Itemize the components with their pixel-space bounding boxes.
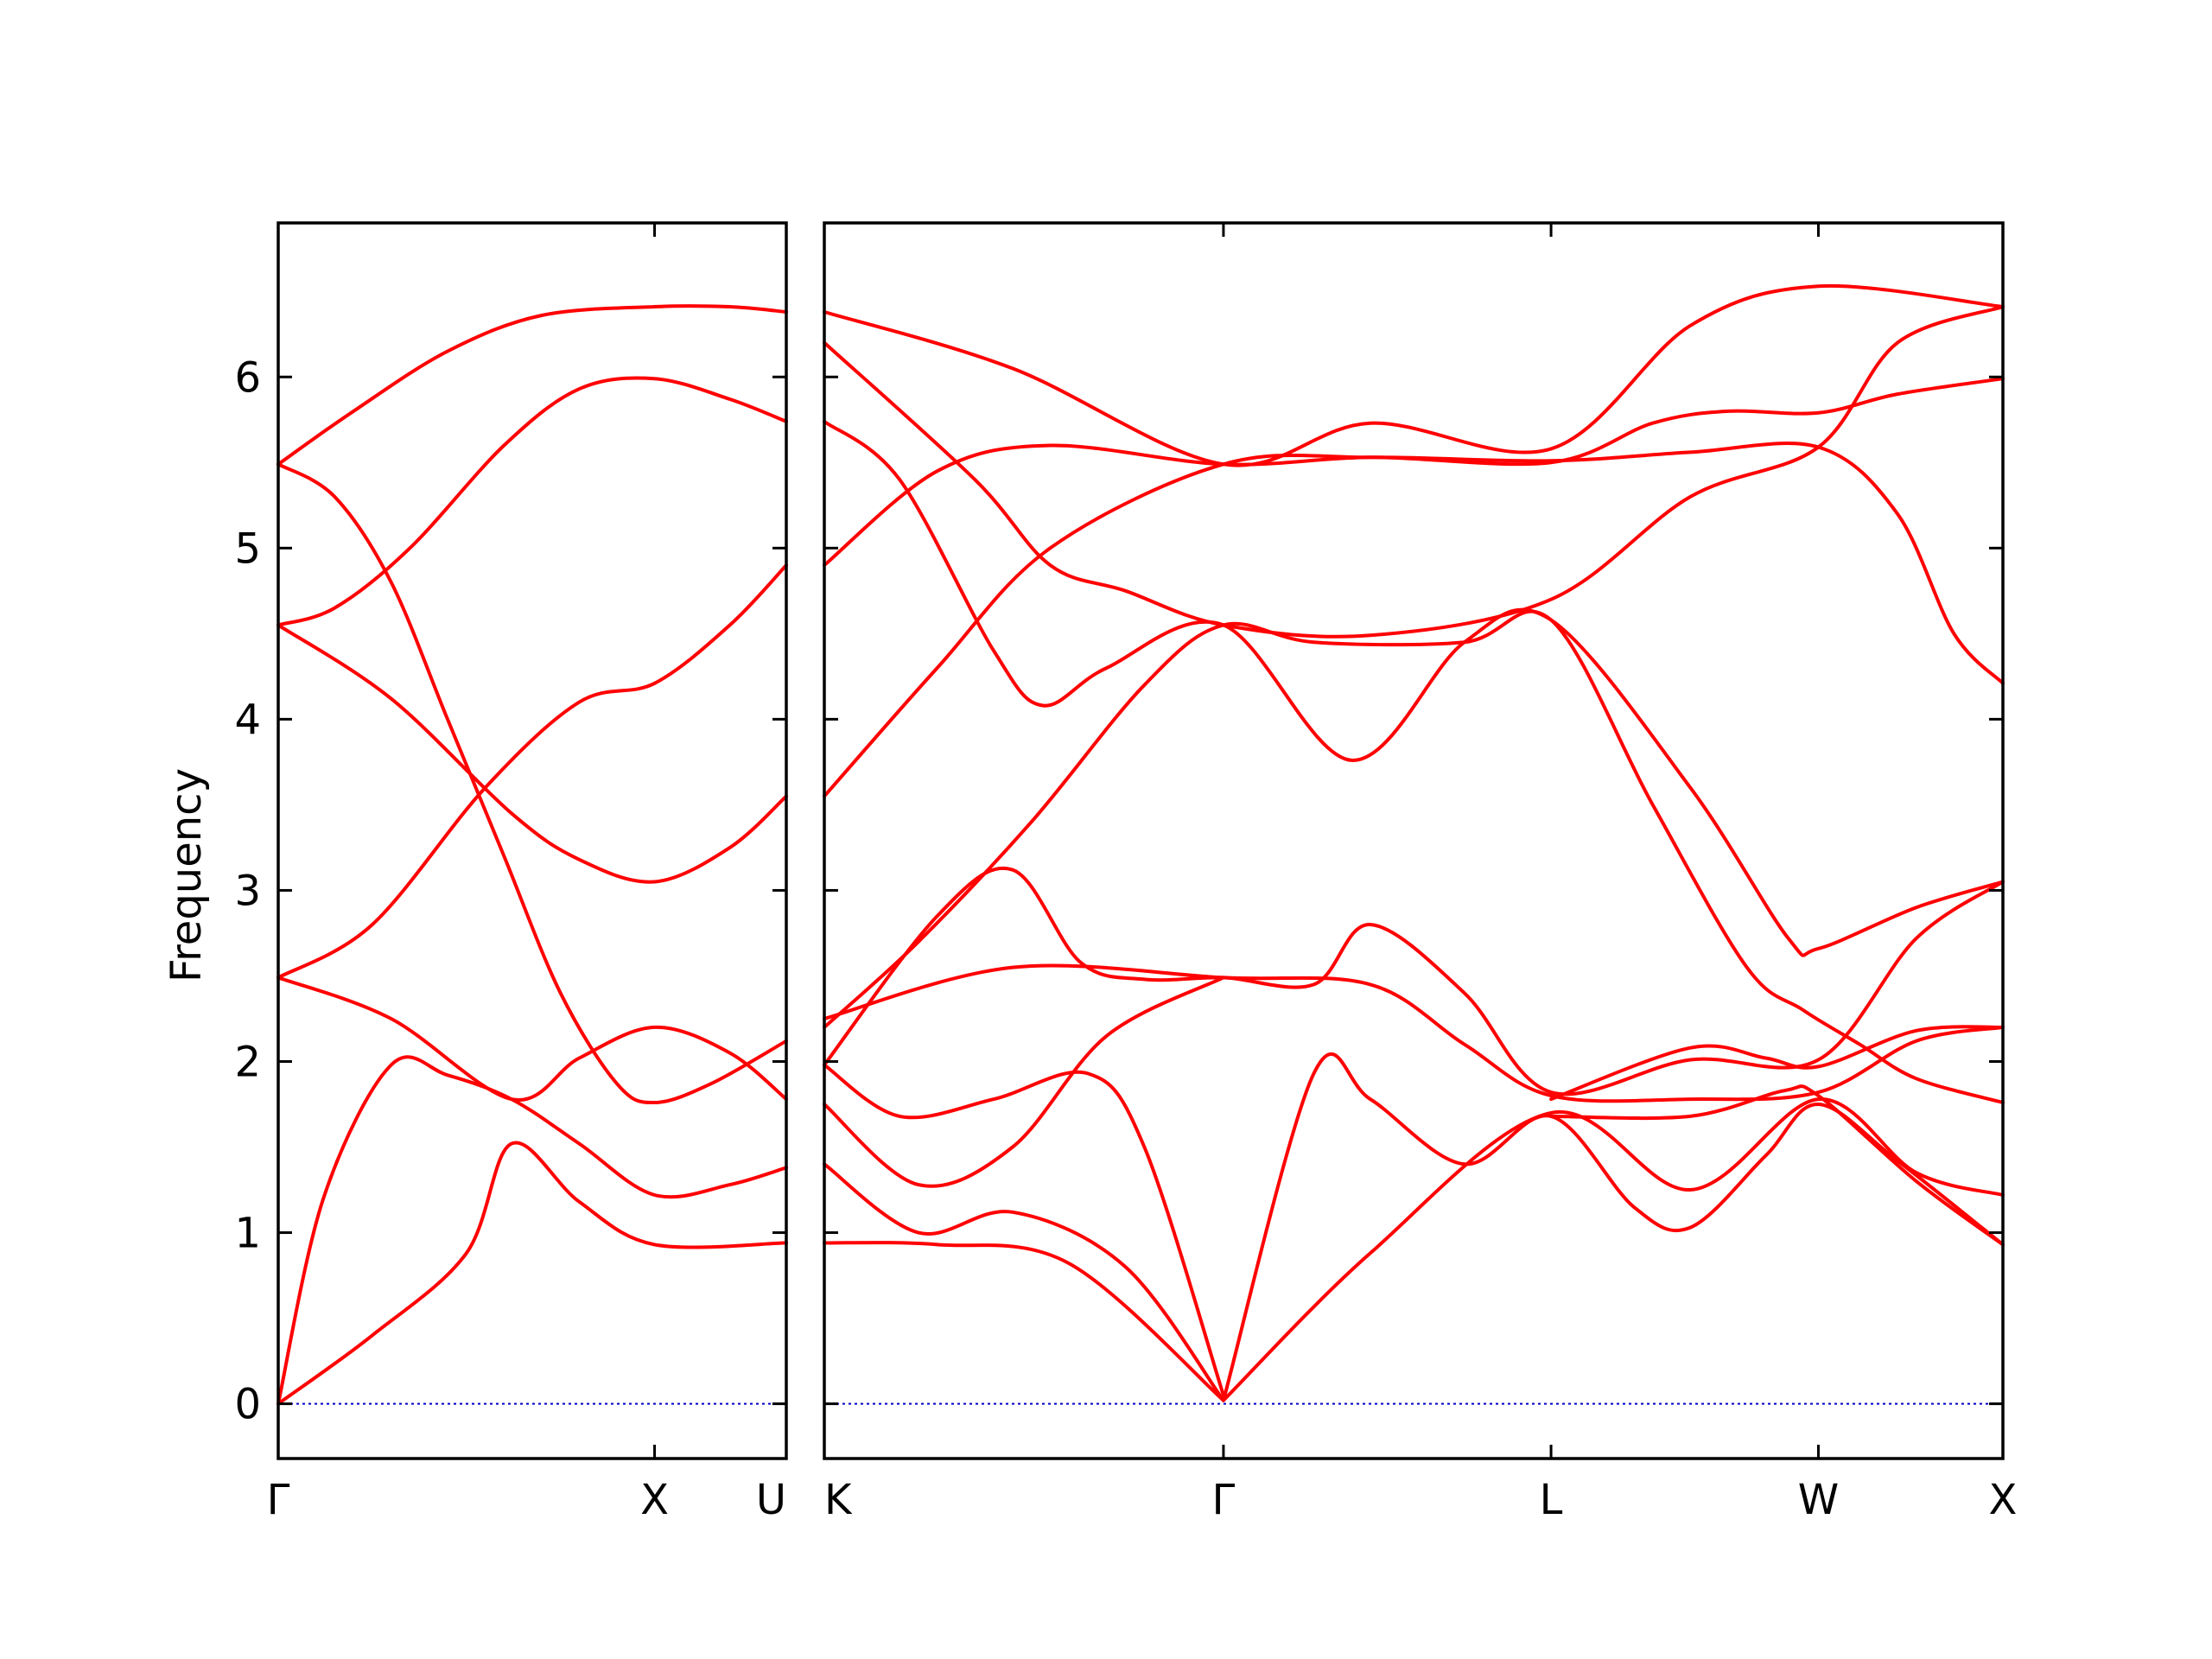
axis-frame	[823, 221, 2005, 1460]
y-axis-label: Frequency	[162, 768, 211, 982]
band-line-4	[823, 442, 2005, 685]
y-tick-label: 3	[234, 867, 261, 915]
band-line-6	[823, 609, 2005, 1104]
x-tick-label: X	[1989, 1476, 2018, 1524]
band-line-1	[276, 1141, 788, 1406]
x-tick-label: K	[824, 1476, 853, 1524]
panel-gamma-x-u: 0 1 2 3 4 5 6 Γ X U	[234, 221, 788, 1524]
band-line-4	[276, 563, 788, 980]
y-tick-label: 1	[234, 1210, 261, 1258]
band-lines-group	[276, 304, 788, 1406]
band-line-1	[823, 283, 2005, 467]
y-tick-label: 4	[234, 696, 261, 744]
band-line-15	[1549, 1025, 2005, 1102]
band-line-7	[276, 304, 788, 467]
x-tick-label: U	[756, 1476, 786, 1524]
band-line-16	[1549, 1084, 2005, 1247]
y-tick-label: 0	[234, 1381, 261, 1429]
y-tick-label: 5	[234, 524, 261, 573]
band-line-12	[823, 1241, 1225, 1402]
axis-frame	[276, 221, 788, 1460]
x-tick-label: X	[640, 1476, 669, 1524]
band-line-5	[823, 377, 2005, 798]
x-tick-label: W	[1798, 1476, 1839, 1524]
band-line-8	[823, 963, 2005, 1103]
band-line-8	[276, 462, 788, 1104]
band-line-14	[1221, 1097, 2005, 1402]
y-tick-label: 6	[234, 353, 261, 402]
y-tick-labels-group: 0 1 2 3 4 5 6	[234, 353, 261, 1428]
band-line-3	[823, 419, 2005, 957]
band-line-9	[823, 1063, 1225, 1397]
x-tick-label: Γ	[267, 1476, 290, 1524]
band-line-11	[823, 1162, 1225, 1402]
band-line-2	[823, 305, 2005, 639]
band-line-10	[823, 976, 1225, 1188]
x-tick-label: L	[1540, 1476, 1563, 1524]
band-line-3	[276, 976, 788, 1103]
y-tick-label: 2	[234, 1038, 261, 1086]
band-line-6	[276, 376, 788, 627]
band-line-7	[823, 867, 2005, 1096]
band-lines-group	[823, 283, 2005, 1405]
band-line-5	[276, 623, 788, 884]
x-tick-label: Γ	[1212, 1476, 1236, 1524]
